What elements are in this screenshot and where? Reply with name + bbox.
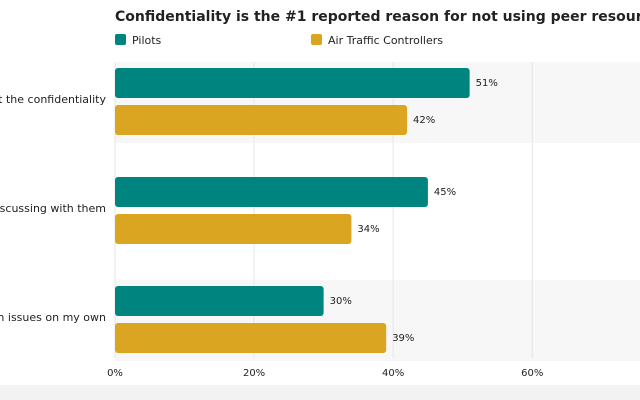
- category-label: st the confidentiality: [0, 93, 106, 106]
- legend-swatch: [115, 34, 126, 45]
- x-tick-label: 20%: [243, 368, 265, 379]
- value-label: 42%: [413, 115, 435, 126]
- bar: [115, 286, 324, 316]
- value-label: 39%: [392, 333, 414, 344]
- value-label: 45%: [434, 187, 456, 198]
- x-tick-label: 60%: [521, 368, 543, 379]
- x-tick-label: 40%: [382, 368, 404, 379]
- x-tick-label: 0%: [107, 368, 123, 379]
- category-label: th issues on my own: [0, 311, 106, 324]
- chart-title: Confidentiality is the #1 reported reaso…: [115, 9, 640, 25]
- bar: [115, 214, 352, 244]
- footer-strip: [0, 385, 640, 400]
- legend-label: Pilots: [132, 34, 162, 47]
- bar: [115, 177, 428, 207]
- bar: [115, 68, 470, 98]
- bar: [115, 323, 387, 353]
- legend-label: Air Traffic Controllers: [328, 34, 443, 47]
- value-label: 51%: [476, 78, 498, 89]
- value-label: 34%: [357, 224, 379, 235]
- bar: [115, 105, 408, 135]
- value-label: 30%: [330, 296, 352, 307]
- legend-swatch: [311, 34, 322, 45]
- category-label: discussing with them: [0, 202, 106, 215]
